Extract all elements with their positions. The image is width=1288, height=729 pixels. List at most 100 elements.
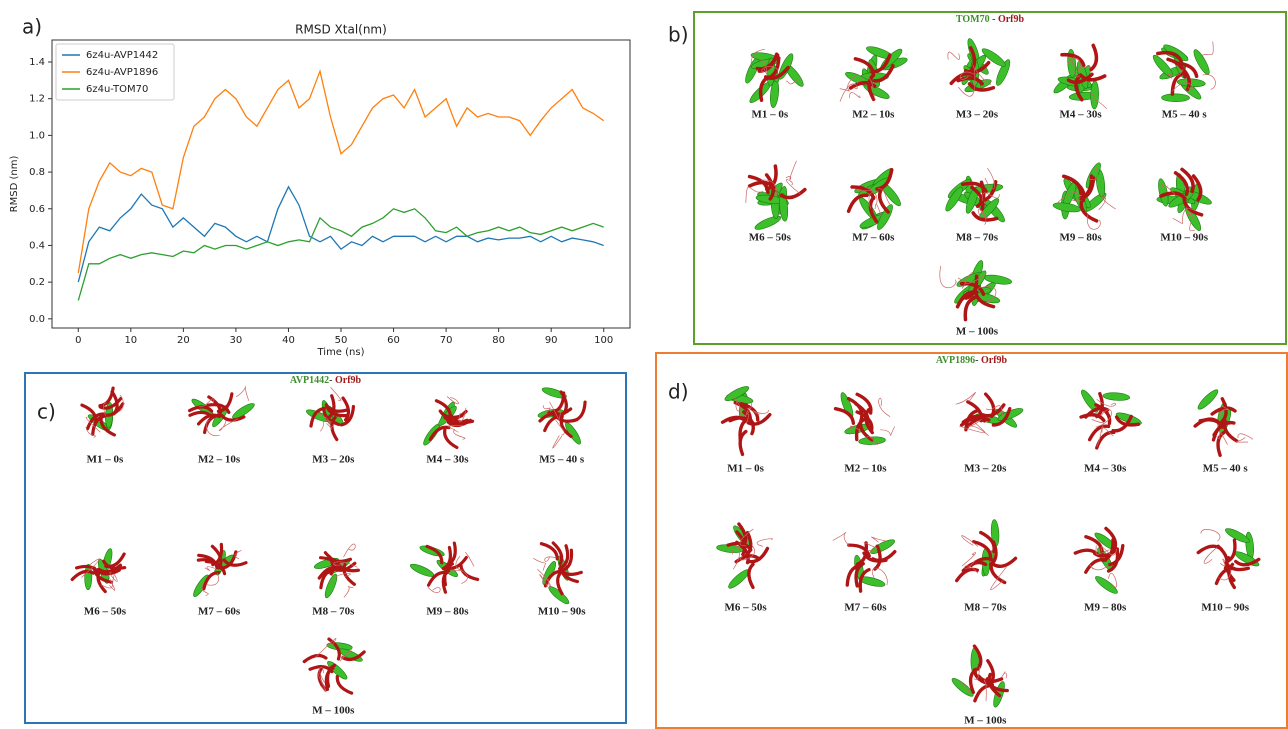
strand [740, 432, 746, 455]
protein-structure [950, 646, 1007, 708]
y-tick-label: 0.8 [29, 167, 45, 178]
model-label: M5 – 40 s [1162, 109, 1208, 121]
protein-structure [421, 397, 472, 448]
protein-structure [1079, 388, 1143, 448]
y-tick-label: 0.4 [29, 240, 45, 251]
model-label: M9 – 80s [1084, 602, 1127, 614]
y-tick-label: 1.0 [29, 130, 45, 141]
loop [849, 92, 860, 97]
model-label: M3 – 20s [964, 463, 1007, 475]
y-tick-label: 0.2 [29, 277, 45, 288]
model-label: M1 – 0s [751, 109, 788, 121]
protein-structure [957, 519, 1016, 589]
model-label: M2 – 10s [198, 454, 241, 466]
protein-structure [304, 638, 364, 693]
protein-structure [1052, 45, 1107, 109]
protein-structure [943, 168, 1007, 225]
model-label: M8 – 70s [964, 602, 1007, 614]
legend-label: 6z4u-AVP1896 [86, 67, 158, 78]
loop [1201, 529, 1220, 541]
model-label: M9 – 80s [426, 606, 469, 618]
model-label: M6 – 50s [725, 602, 768, 614]
protein-structure [723, 384, 770, 454]
x-tick-label: 0 [75, 335, 81, 346]
helix [983, 273, 1012, 286]
strand [461, 565, 478, 579]
y-axis-label: RMSD (nm) [9, 156, 20, 213]
loop [948, 52, 960, 60]
loop [205, 567, 215, 571]
strand [975, 686, 992, 701]
loop [940, 266, 956, 288]
model-label: M6 – 50s [84, 606, 127, 618]
loop [1202, 41, 1213, 55]
protein-structure [948, 37, 1013, 96]
loop [879, 398, 890, 416]
x-tick-label: 30 [230, 335, 243, 346]
title-part: AVP1442 [290, 375, 329, 386]
protein-structure [1052, 161, 1115, 229]
helix [1093, 574, 1119, 596]
x-tick-label: 40 [282, 335, 295, 346]
protein-structure [1157, 169, 1213, 232]
figure: a)RMSD Xtal(nm)0.00.20.40.60.81.01.21.40… [0, 0, 1288, 729]
title-part: - [990, 14, 998, 25]
data-line [78, 209, 603, 301]
x-tick-label: 100 [594, 335, 613, 346]
legend-label: 6z4u-AVP1442 [86, 50, 158, 61]
protein-structure [190, 386, 257, 435]
protein-structure [191, 544, 246, 598]
strand [1091, 45, 1096, 69]
helix [1196, 387, 1220, 411]
strand [304, 655, 326, 661]
protein-structure [833, 532, 897, 591]
y-tick-label: 0.0 [29, 314, 45, 325]
data-line [78, 71, 603, 273]
protein-structure [840, 44, 909, 101]
model-label: M5 – 40 s [539, 454, 585, 466]
protein-structure [716, 524, 772, 591]
protein-structure [409, 543, 478, 593]
protein-structure [1195, 387, 1253, 455]
model-label: M8 – 70s [956, 232, 999, 244]
panel-title: TOM70 - Orf9b [956, 14, 1025, 25]
title-part: Orf9b [981, 355, 1008, 366]
x-axis-label: Time (ns) [316, 347, 364, 358]
loop [786, 161, 796, 180]
model-label: M4 – 30s [426, 454, 469, 466]
panel-label: a) [22, 15, 42, 39]
protein-structure [72, 548, 124, 592]
page: a)RMSD Xtal(nm)0.00.20.40.60.81.01.21.40… [0, 0, 1288, 729]
x-tick-label: 10 [124, 335, 137, 346]
helix [1161, 94, 1189, 102]
model-label: M – 100s [956, 326, 999, 338]
title-part: TOM70 [956, 14, 990, 25]
protein-structure [956, 392, 1025, 435]
protein-structure [743, 49, 806, 108]
model-label: M3 – 20s [956, 109, 999, 121]
x-tick-label: 50 [335, 335, 348, 346]
loop [236, 386, 249, 400]
x-tick-label: 70 [440, 335, 453, 346]
title-part: Orf9b [335, 375, 362, 386]
model-label: M5 – 40 s [1203, 463, 1249, 475]
protein-structure [1151, 41, 1216, 101]
helix [1103, 392, 1130, 401]
model-label: M – 100s [312, 705, 355, 717]
model-label: M9 – 80s [1059, 232, 1102, 244]
loop [553, 435, 562, 448]
protein-structure [836, 391, 895, 445]
protein-structure [533, 543, 581, 606]
strand [326, 405, 347, 412]
model-label: M7 – 60s [198, 606, 241, 618]
loop [833, 532, 849, 545]
strand [573, 402, 585, 421]
title-part: Orf9b [998, 14, 1025, 25]
model-label: M4 – 30s [1059, 109, 1102, 121]
model-label: M2 – 10s [852, 109, 895, 121]
loop [344, 586, 353, 597]
panel-label: d) [668, 380, 689, 404]
model-label: M1 – 0s [87, 454, 124, 466]
model-label: M7 – 60s [852, 232, 895, 244]
y-tick-label: 0.6 [29, 204, 45, 215]
